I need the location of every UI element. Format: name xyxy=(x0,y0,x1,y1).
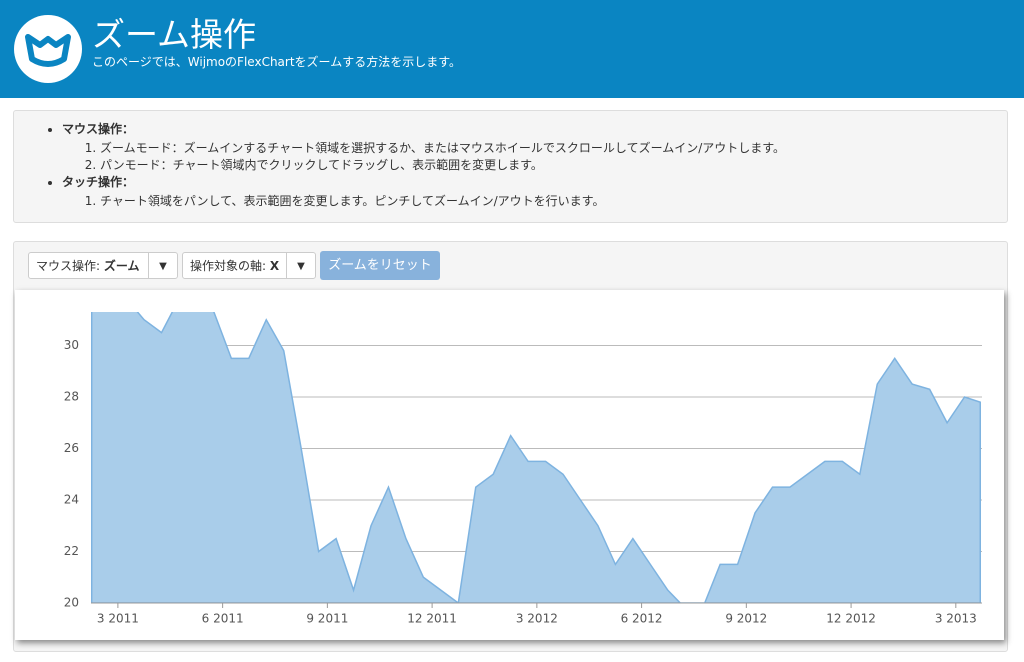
mouse-mode-dropdown[interactable]: マウス操作: ズーム ▼ xyxy=(28,252,178,279)
instruction-list: マウス操作： ズームモード：ズームインするチャート領域を選択するか、またはマウスホ… xyxy=(14,121,1007,210)
reset-button[interactable]: ズームをリセット xyxy=(320,251,440,280)
x-tick-label: 12 2012 xyxy=(826,612,876,626)
value: X xyxy=(269,259,280,273)
page-subtitle: このページでは、WijmoのFlexChartをズームする方法を示します。 xyxy=(92,55,461,69)
axis-dropdown[interactable]: 操作対象の軸: X ▼ xyxy=(182,252,316,279)
y-tick-label: 30 xyxy=(64,338,79,352)
step-list: チャート領域をパンして、表示範囲を変更します。ピンチしてズームイン/アウトを行い… xyxy=(62,193,1007,210)
arrow: ▼ xyxy=(148,253,177,278)
x-tick-label: 12 2011 xyxy=(407,612,457,626)
header: ズーム操作 このページでは、WijmoのFlexChartをズームする方法を示し… xyxy=(0,0,1024,98)
instruction-item: タッチ操作： チャート領域をパンして、表示範囲を変更します。ピンチしてズームイン/… xyxy=(62,174,1007,210)
step: パンモード：チャート領域内でクリックしてドラッグし、表示範囲を変更します。 xyxy=(100,157,1007,174)
value: ズーム xyxy=(103,259,140,273)
y-tick-label: 26 xyxy=(64,441,79,455)
step: チャート領域をパンして、表示範囲を変更します。ピンチしてズームイン/アウトを行い… xyxy=(100,193,1007,210)
step: ズームモード：ズームインするチャート領域を選択するか、またはマウスホイールでスク… xyxy=(100,140,1007,157)
instructions: マウス操作： ズームモード：ズームインするチャート領域を選択するか、またはマウスホ… xyxy=(13,110,1008,223)
x-tick-label: 3 2012 xyxy=(516,612,558,626)
chart: 20 22 24 26 28 30 3 2011 6 2011 9 2011 12 2011 3 2… xyxy=(15,290,1004,640)
page-title: ズーム操作 xyxy=(92,15,257,54)
x-tick-label: 6 2011 xyxy=(202,612,244,626)
arrow: ▼ xyxy=(286,253,315,278)
step-list: ズームモード：ズームインするチャート領域を選択するか、またはマウスホイールでスク… xyxy=(62,140,1007,174)
x-tick-label: 9 2011 xyxy=(306,612,348,626)
logo xyxy=(14,15,82,83)
area xyxy=(91,312,982,603)
logo-icon xyxy=(25,34,71,67)
x-tick-label: 3 2013 xyxy=(935,612,977,626)
y-tick-label: 20 xyxy=(64,596,79,610)
x-tick-label: 9 2012 xyxy=(725,612,767,626)
y-tick-label: 28 xyxy=(64,389,79,403)
y-tick-label: 24 xyxy=(64,492,79,506)
instruction-heading: マウス操作： xyxy=(62,122,135,136)
label: 操作対象の軸: xyxy=(190,259,267,273)
instruction-heading: タッチ操作： xyxy=(62,175,135,189)
x-tick-label: 6 2012 xyxy=(621,612,663,626)
y-tick-label: 22 xyxy=(64,544,79,558)
x-tick-label: 3 2011 xyxy=(97,612,139,626)
label: マウス操作: xyxy=(36,259,101,273)
instruction-item: マウス操作： ズームモード：ズームインするチャート領域を選択するか、またはマウスホ… xyxy=(62,121,1007,174)
